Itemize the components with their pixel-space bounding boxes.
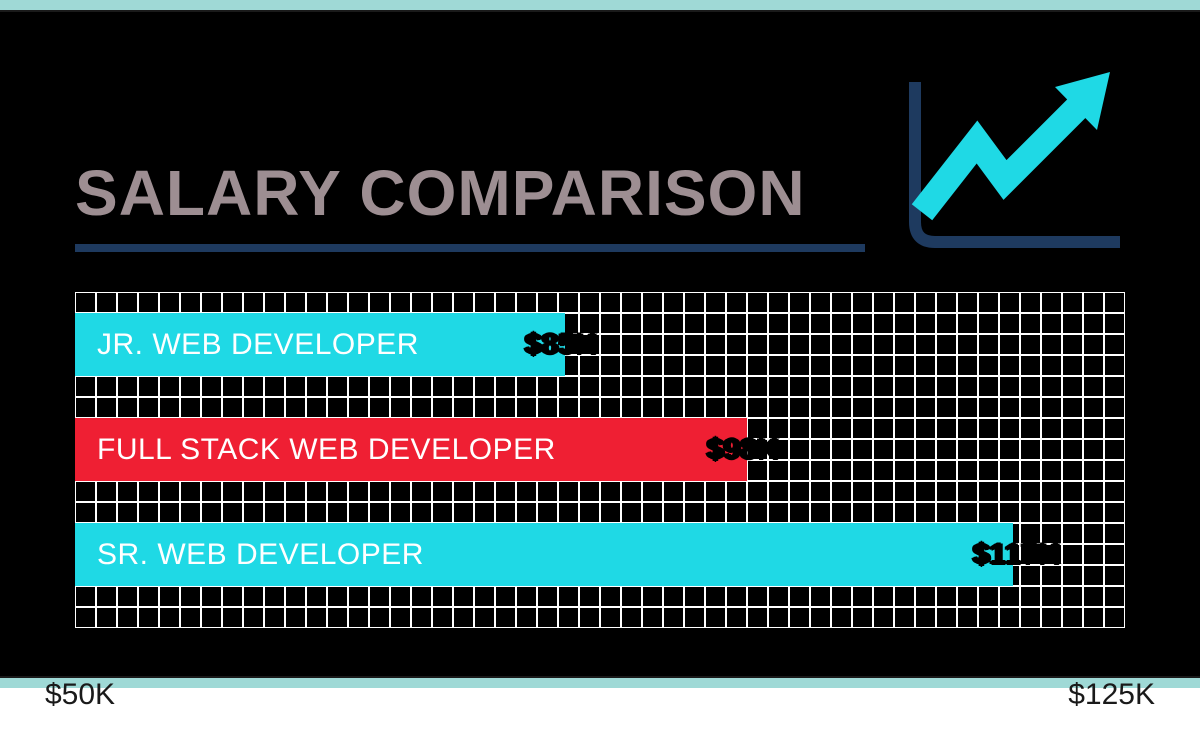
salary-bar-label: JR. WEB DEVELOPER	[75, 328, 419, 362]
x-axis-labels: $50K $125K	[45, 678, 1155, 712]
main-panel: SALARY COMPARISON JR. WEB DEVELOPER$85KF…	[0, 12, 1200, 676]
title-underline	[75, 244, 865, 252]
salary-bar: FULL STACK WEB DEVELOPER$98K	[75, 418, 747, 481]
header: SALARY COMPARISON	[0, 12, 1200, 252]
top-outer-strip	[0, 0, 1200, 10]
salary-bar: JR. WEB DEVELOPER$85K	[75, 313, 565, 376]
chart-bars: JR. WEB DEVELOPER$85KFULL STACK WEB DEVE…	[75, 292, 1125, 628]
salary-bar-label: FULL STACK WEB DEVELOPER	[75, 433, 556, 467]
salary-bar-chart: JR. WEB DEVELOPER$85KFULL STACK WEB DEVE…	[75, 292, 1125, 628]
salary-bar-value: $98K	[707, 433, 779, 467]
x-axis-max-label: $125K	[1068, 678, 1155, 712]
salary-bar-label: SR. WEB DEVELOPER	[75, 538, 424, 572]
salary-bar: SR. WEB DEVELOPER$117K	[75, 523, 1013, 586]
x-axis-min-label: $50K	[45, 678, 115, 712]
trend-chart-icon	[895, 72, 1125, 252]
salary-bar-value: $117K	[973, 538, 1060, 572]
page-title: SALARY COMPARISON	[75, 156, 865, 230]
salary-bar-value: $85K	[525, 328, 597, 362]
title-block: SALARY COMPARISON	[75, 156, 865, 252]
